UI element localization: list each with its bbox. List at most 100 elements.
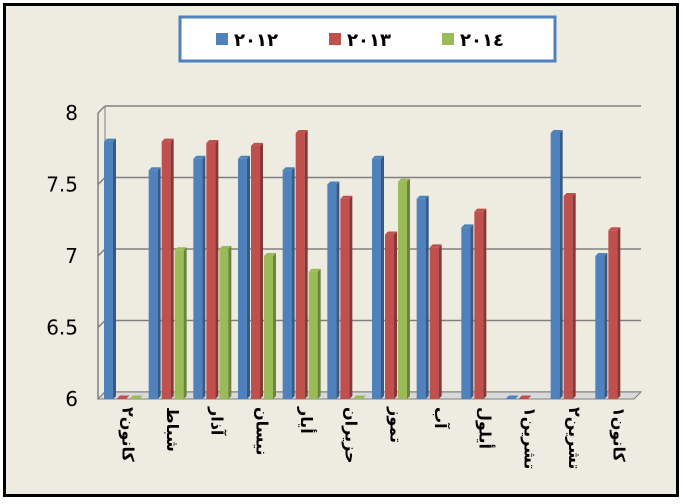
bar-front: [251, 145, 260, 399]
bar: [130, 395, 142, 399]
bar-front: [206, 143, 216, 399]
y-tick-label: 7.5: [46, 173, 78, 197]
bar-side: [604, 253, 608, 399]
bar: [206, 140, 219, 399]
bar-top: [251, 142, 263, 146]
bar: [519, 395, 531, 399]
bar-side: [559, 130, 563, 399]
bar-top: [416, 195, 429, 199]
bar: [308, 268, 321, 399]
legend-swatch: [216, 33, 228, 45]
bar-top: [308, 268, 321, 272]
bar: [193, 155, 206, 399]
bar-top: [174, 247, 187, 251]
bar-front: [429, 247, 439, 399]
bar-top: [429, 244, 442, 248]
legend-swatch: [329, 33, 341, 45]
bar-top: [327, 181, 340, 185]
bar-top: [117, 395, 129, 399]
bar-front: [295, 133, 305, 399]
bar-top: [519, 395, 531, 399]
bar-front: [130, 398, 139, 399]
bar: [340, 195, 353, 399]
y-axis: 8 7.5 7 6.5 6: [46, 101, 78, 411]
y-tick-label: 6: [65, 387, 78, 411]
bar-side: [470, 224, 474, 399]
legend-label: ٢٠١٤: [460, 30, 504, 51]
bar-side: [336, 181, 340, 399]
x-tick-label: شباط: [163, 407, 182, 452]
bar-side: [113, 138, 116, 399]
bar-side: [528, 395, 531, 399]
bar: [219, 245, 232, 399]
bar-side: [260, 142, 263, 399]
bar-top: [461, 224, 474, 228]
bar-side: [572, 192, 576, 399]
bar-front: [353, 398, 363, 399]
x-tick-label: تشرين٢: [565, 407, 584, 469]
y-tick-label: 6.5: [46, 316, 78, 340]
bar-top: [219, 245, 232, 249]
bar: [595, 253, 608, 399]
gridline-diag: [97, 105, 106, 114]
bar: [608, 227, 621, 399]
x-tick-label: حزيران: [342, 407, 361, 464]
bar-side: [438, 244, 442, 399]
bar-top: [148, 167, 161, 171]
bar: [117, 395, 129, 399]
bar-top: [340, 195, 353, 199]
bar-top: [193, 155, 206, 159]
bar-side: [617, 227, 621, 399]
chart-floor: [96, 391, 643, 400]
bar: [264, 253, 276, 399]
y-tick-label: 8: [65, 101, 78, 125]
bar: [282, 167, 295, 399]
bar-top: [206, 140, 219, 144]
bar: [416, 195, 429, 399]
bar-front: [219, 248, 229, 399]
bar-side: [394, 231, 397, 399]
bar: [174, 247, 187, 399]
bar-side: [515, 395, 518, 399]
bar-side: [139, 395, 142, 399]
x-tick-label: كانون٢: [118, 407, 137, 462]
bar-side: [425, 195, 429, 399]
bar-front: [416, 198, 426, 399]
bar: [238, 155, 250, 399]
bar: [161, 138, 174, 399]
bar-front: [238, 158, 247, 399]
bar-top: [595, 253, 608, 256]
bar-top: [353, 395, 366, 399]
bar-side: [202, 155, 206, 399]
bar-top: [104, 138, 116, 142]
bar-front: [148, 170, 158, 399]
bar-front: [117, 398, 126, 399]
bar-top: [372, 155, 384, 159]
bar-front: [161, 141, 171, 399]
bar-top: [506, 395, 518, 399]
bar-top: [474, 208, 487, 212]
bar-top: [398, 178, 410, 182]
x-axis: كانون٢ شباط آذار نيسان أيار حزيران تموز آب أيلول…: [118, 406, 628, 469]
bar: [295, 130, 308, 399]
bar-side: [407, 178, 410, 399]
legend: ٢٠١٢ ٢٠١٣ ٢٠١٤: [178, 15, 557, 63]
bar-side: [317, 268, 321, 399]
bar-front: [308, 271, 318, 399]
bar-side: [291, 167, 295, 399]
bar: [104, 138, 116, 399]
x-tick-label: أيلول: [476, 407, 496, 449]
bar-side: [362, 395, 366, 399]
bar-top: [264, 253, 276, 256]
bar-front: [264, 256, 273, 399]
bar-side: [157, 167, 161, 399]
gridline-diag: [97, 319, 106, 329]
bar-front: [595, 256, 605, 399]
bar-front: [282, 170, 292, 399]
bar: [563, 192, 576, 399]
bar-side: [215, 140, 219, 399]
bar-side: [483, 208, 487, 399]
bar: [461, 224, 474, 399]
bar: [398, 178, 410, 399]
x-tick-label: تشرين١: [520, 407, 539, 469]
